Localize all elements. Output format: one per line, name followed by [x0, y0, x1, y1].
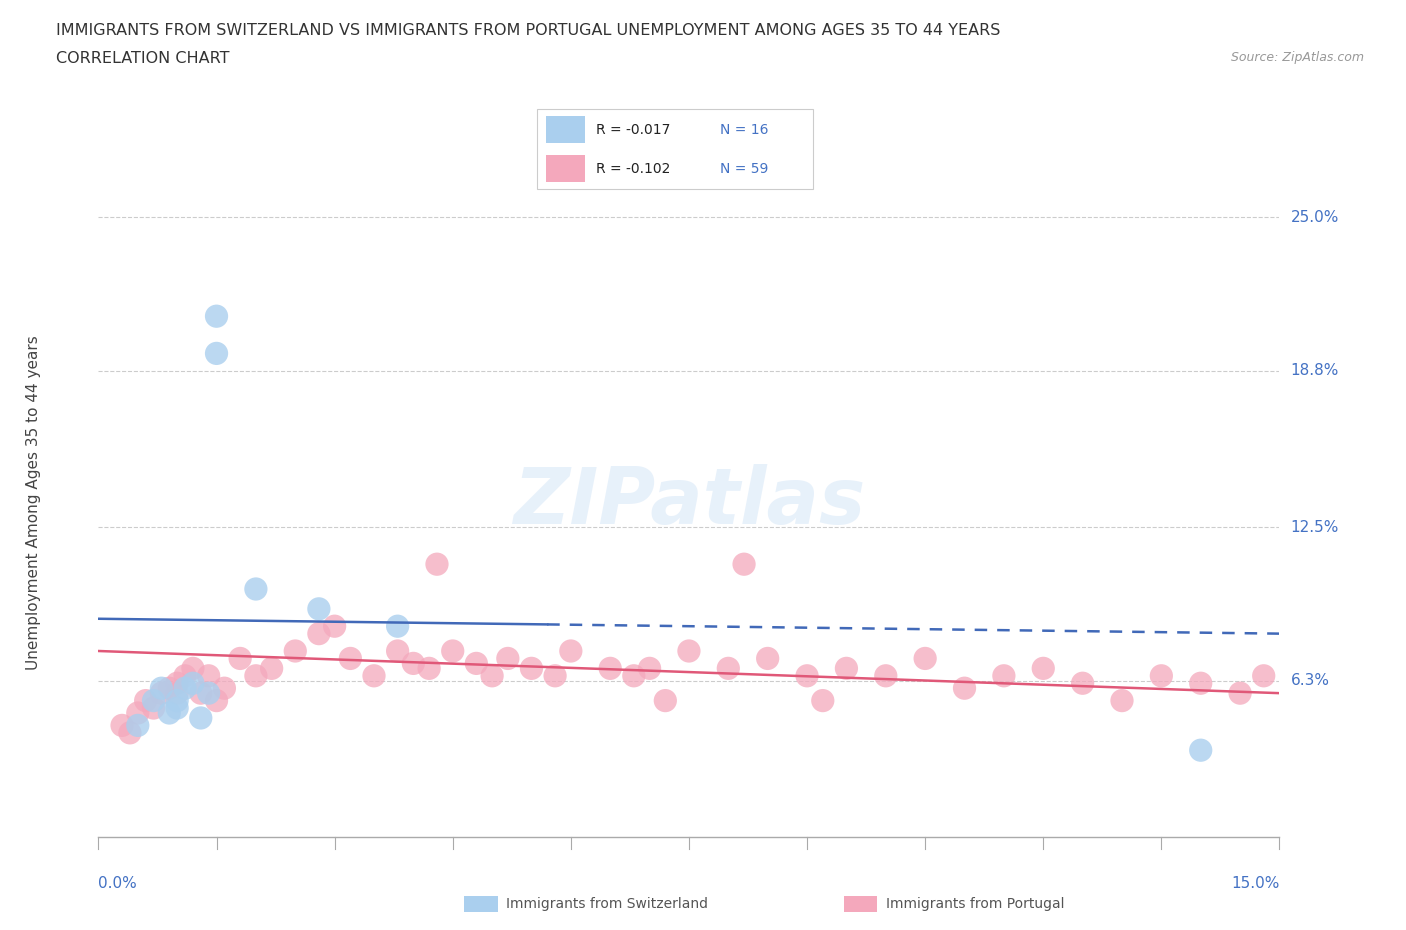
Point [387, 644, 409, 658]
Point [544, 669, 567, 684]
Point [560, 644, 582, 658]
Point [733, 557, 755, 572]
Point [150, 681, 173, 696]
Point [426, 557, 449, 572]
FancyBboxPatch shape [537, 109, 813, 189]
Point [150, 685, 173, 700]
Point [599, 661, 621, 676]
Text: 15.0%: 15.0% [1232, 876, 1279, 891]
Point [284, 644, 307, 658]
Point [142, 700, 165, 715]
Text: R = -0.017: R = -0.017 [596, 123, 671, 137]
Text: Immigrants from Portugal: Immigrants from Portugal [886, 897, 1064, 911]
Point [135, 693, 157, 708]
Point [157, 681, 180, 696]
Point [441, 644, 464, 658]
Text: ZIPatlas: ZIPatlas [513, 464, 865, 540]
Text: IMMIGRANTS FROM SWITZERLAND VS IMMIGRANTS FROM PORTUGAL UNEMPLOYMENT AMONG AGES : IMMIGRANTS FROM SWITZERLAND VS IMMIGRANT… [56, 23, 1001, 38]
Point [1111, 693, 1133, 708]
FancyBboxPatch shape [546, 155, 585, 182]
Point [142, 693, 165, 708]
Text: 12.5%: 12.5% [1291, 520, 1339, 535]
Point [1229, 685, 1251, 700]
Point [181, 676, 204, 691]
Text: N = 16: N = 16 [720, 123, 768, 137]
Text: N = 59: N = 59 [720, 162, 768, 176]
Point [166, 693, 188, 708]
Point [205, 693, 228, 708]
Point [465, 656, 488, 671]
Point [245, 669, 267, 684]
Point [756, 651, 779, 666]
Point [205, 309, 228, 324]
Point [481, 669, 503, 684]
Point [811, 693, 834, 708]
Point [1189, 676, 1212, 691]
Point [418, 661, 440, 676]
Point [308, 626, 330, 641]
Point [118, 725, 141, 740]
Point [174, 681, 197, 696]
Point [654, 693, 676, 708]
Point [127, 718, 149, 733]
Point [166, 700, 188, 715]
Point [181, 661, 204, 676]
Point [229, 651, 252, 666]
Point [1189, 743, 1212, 758]
Point [387, 618, 409, 633]
Point [245, 581, 267, 596]
Point [190, 711, 212, 725]
Text: 18.8%: 18.8% [1291, 364, 1339, 379]
Point [363, 669, 385, 684]
Point [1386, 711, 1406, 725]
Point [308, 602, 330, 617]
Point [190, 685, 212, 700]
Point [875, 669, 897, 684]
Text: 25.0%: 25.0% [1291, 209, 1339, 224]
Point [717, 661, 740, 676]
FancyBboxPatch shape [546, 116, 585, 143]
Point [205, 346, 228, 361]
Text: 0.0%: 0.0% [98, 876, 138, 891]
Text: Source: ZipAtlas.com: Source: ZipAtlas.com [1230, 51, 1364, 64]
Text: 6.3%: 6.3% [1291, 673, 1330, 688]
Point [402, 656, 425, 671]
Point [914, 651, 936, 666]
Point [323, 618, 346, 633]
Point [339, 651, 361, 666]
Point [678, 644, 700, 658]
Point [638, 661, 661, 676]
Point [953, 681, 976, 696]
Point [166, 685, 188, 700]
Point [520, 661, 543, 676]
Point [1071, 676, 1094, 691]
Point [157, 706, 180, 721]
Point [111, 718, 134, 733]
Text: CORRELATION CHART: CORRELATION CHART [56, 51, 229, 66]
Point [197, 685, 219, 700]
Point [197, 669, 219, 684]
Point [166, 676, 188, 691]
Point [623, 669, 645, 684]
Point [174, 669, 197, 684]
Text: Immigrants from Switzerland: Immigrants from Switzerland [506, 897, 709, 911]
Point [796, 669, 818, 684]
Point [1284, 725, 1306, 740]
Point [260, 661, 283, 676]
Point [1032, 661, 1054, 676]
Point [214, 681, 236, 696]
Point [127, 706, 149, 721]
Point [1331, 676, 1354, 691]
Point [835, 661, 858, 676]
Point [1150, 669, 1173, 684]
Point [993, 669, 1015, 684]
Point [496, 651, 519, 666]
Point [1253, 669, 1275, 684]
Text: R = -0.102: R = -0.102 [596, 162, 671, 176]
Text: Unemployment Among Ages 35 to 44 years: Unemployment Among Ages 35 to 44 years [25, 335, 41, 670]
